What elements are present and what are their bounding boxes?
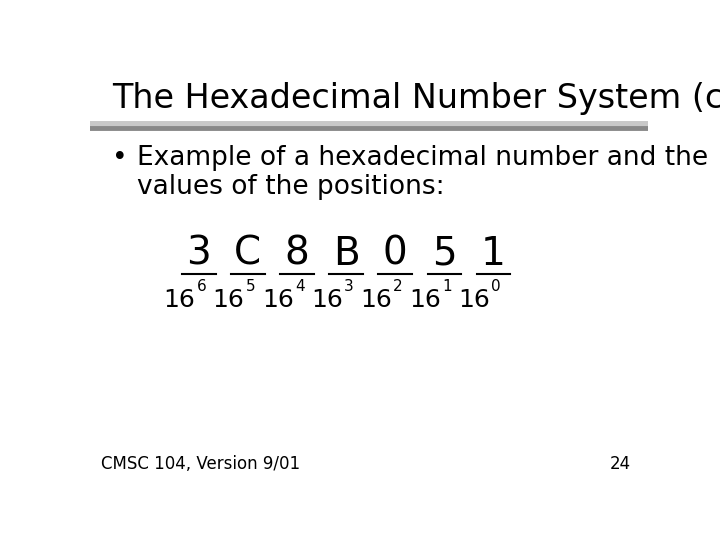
Text: 16: 16 <box>311 288 343 312</box>
Text: 4: 4 <box>294 279 305 294</box>
Text: B: B <box>333 235 359 273</box>
Text: 2: 2 <box>393 279 402 294</box>
Text: C: C <box>234 235 261 273</box>
Text: 8: 8 <box>284 235 310 273</box>
Text: 1: 1 <box>481 235 506 273</box>
Text: 16: 16 <box>262 288 294 312</box>
Text: 6: 6 <box>197 279 207 294</box>
Text: 5: 5 <box>246 279 256 294</box>
Text: Example of a hexadecimal number and the: Example of a hexadecimal number and the <box>138 145 708 171</box>
Text: values of the positions:: values of the positions: <box>138 174 445 200</box>
Text: 3: 3 <box>186 235 211 273</box>
Text: •: • <box>112 145 128 171</box>
Text: 0: 0 <box>491 279 501 294</box>
Text: 16: 16 <box>212 288 245 312</box>
Text: The Hexadecimal Number System (con’t): The Hexadecimal Number System (con’t) <box>112 82 720 114</box>
Text: CMSC 104, Version 9/01: CMSC 104, Version 9/01 <box>101 455 300 473</box>
Text: 3: 3 <box>344 279 354 294</box>
Text: 16: 16 <box>360 288 392 312</box>
Text: 16: 16 <box>163 288 195 312</box>
Text: 0: 0 <box>383 235 408 273</box>
Text: 1: 1 <box>442 279 451 294</box>
Text: 24: 24 <box>610 455 631 473</box>
Text: 16: 16 <box>409 288 441 312</box>
Text: 5: 5 <box>432 235 456 273</box>
Text: 16: 16 <box>458 288 490 312</box>
